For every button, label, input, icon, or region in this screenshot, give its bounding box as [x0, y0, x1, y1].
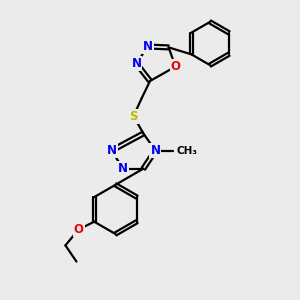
- Text: N: N: [118, 162, 128, 175]
- Text: S: S: [129, 110, 138, 123]
- Text: CH₃: CH₃: [176, 146, 197, 156]
- Text: O: O: [170, 60, 181, 73]
- Text: N: N: [131, 57, 142, 70]
- Text: O: O: [74, 223, 84, 236]
- Text: N: N: [106, 144, 117, 157]
- Text: N: N: [142, 40, 153, 53]
- Text: N: N: [150, 144, 161, 157]
